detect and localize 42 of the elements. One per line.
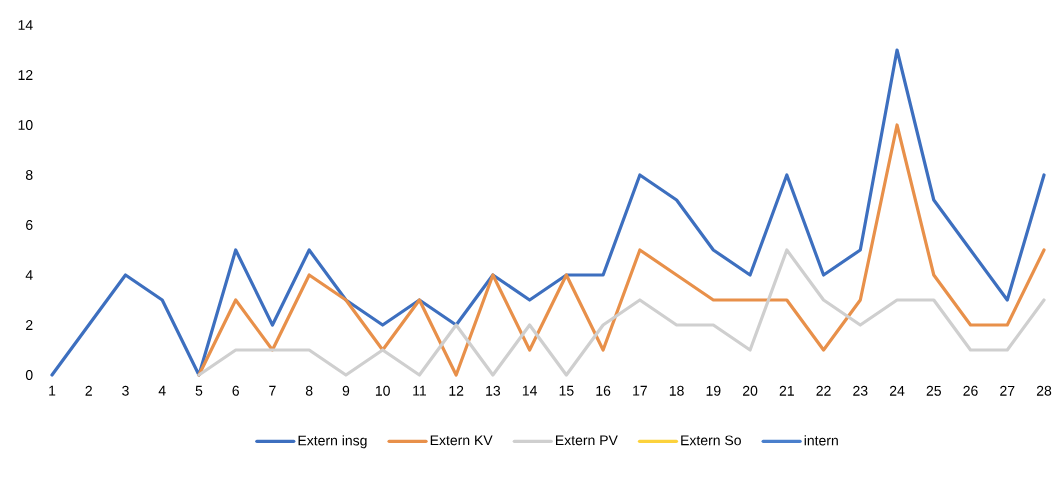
x-tick-label: 17 bbox=[633, 385, 647, 396]
x-tick-label: 3 bbox=[122, 385, 129, 396]
x-tick-label: 9 bbox=[342, 385, 350, 396]
x-tick-label: 16 bbox=[596, 385, 611, 396]
x-tick-label: 1 bbox=[49, 385, 56, 396]
x-tick-label: 8 bbox=[305, 385, 313, 396]
x-tick-label: 6 bbox=[232, 385, 239, 396]
x-tick-label: 25 bbox=[926, 385, 941, 396]
y-tick-label: 8 bbox=[25, 170, 33, 180]
y-tick-label: 4 bbox=[25, 270, 33, 280]
y-tick-label: 10 bbox=[18, 120, 33, 130]
x-tick-label: 11 bbox=[413, 385, 426, 396]
legend-label: Extern So bbox=[681, 435, 741, 446]
legend-label: Extern KV bbox=[430, 435, 493, 446]
x-tick-label: 28 bbox=[1036, 385, 1052, 396]
x-tick-label: 7 bbox=[269, 385, 276, 396]
x-tick-label: 14 bbox=[522, 385, 537, 396]
x-tick-label: 5 bbox=[195, 385, 203, 396]
y-tick-label: 2 bbox=[26, 320, 33, 330]
x-tick-label: 24 bbox=[889, 385, 905, 396]
x-tick-label: 10 bbox=[375, 385, 390, 396]
x-tick-label: 22 bbox=[816, 385, 831, 396]
x-tick-label: 20 bbox=[743, 385, 758, 396]
x-tick-label: 19 bbox=[706, 385, 721, 396]
y-tick-label: 12 bbox=[18, 70, 33, 80]
x-tick-label: 15 bbox=[559, 385, 574, 396]
x-tick-label: 13 bbox=[486, 385, 501, 396]
y-tick-label: 14 bbox=[18, 20, 33, 30]
legend-label: Extern insg bbox=[298, 435, 367, 449]
y-tick-label: 0 bbox=[25, 370, 33, 380]
line-series bbox=[50, 48, 1046, 377]
x-tick-label: 23 bbox=[853, 385, 868, 396]
x-tick-label: 12 bbox=[449, 385, 464, 396]
x-tick-label: 18 bbox=[669, 385, 684, 396]
legend-label: Extern PV bbox=[556, 435, 618, 446]
x-tick-label: 4 bbox=[158, 385, 166, 396]
x-tick-label: 26 bbox=[963, 385, 978, 396]
x-tick-label: 2 bbox=[85, 385, 92, 396]
legend-label: intern bbox=[804, 435, 838, 446]
x-tick-label: 27 bbox=[1000, 385, 1015, 396]
x-tick-label: 21 bbox=[779, 385, 794, 396]
y-tick-label: 6 bbox=[26, 220, 33, 230]
